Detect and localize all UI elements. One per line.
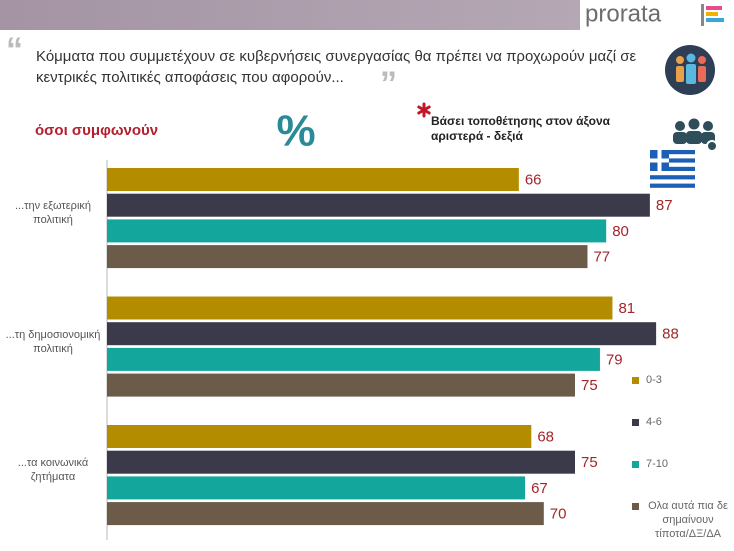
bar — [107, 193, 650, 217]
bar — [107, 425, 532, 448]
note: Βάσει τοποθέτησης στον άξονα αριστερά - … — [431, 114, 611, 143]
legend-label: 4-6 — [646, 416, 662, 428]
value-label: 70 — [550, 506, 567, 523]
logo-bars — [701, 4, 724, 26]
value-label: 66 — [525, 171, 542, 188]
legend-swatch — [632, 419, 639, 426]
logo-text: prorata — [585, 0, 662, 27]
legend-swatch — [632, 377, 639, 384]
bar — [107, 322, 657, 346]
value-label: 67 — [531, 480, 548, 497]
percent-symbol: % — [276, 107, 315, 156]
value-label: 81 — [618, 300, 635, 317]
quote-close: ” — [380, 65, 397, 103]
bar — [107, 476, 526, 500]
bar — [107, 347, 600, 371]
value-label: 88 — [662, 326, 679, 343]
category-label: ...την εξωτερική πολιτική — [14, 200, 92, 227]
legend-label: 0-3 — [646, 374, 662, 386]
people-icon — [665, 45, 715, 95]
asterisk — [417, 102, 431, 118]
bar — [107, 502, 544, 526]
category-label: ...τη δημοσιονομική πολιτική — [5, 328, 101, 355]
value-label: 87 — [656, 197, 673, 214]
bar — [107, 168, 519, 191]
greek-flag — [650, 150, 695, 188]
group-icon — [673, 118, 718, 152]
bar — [107, 219, 607, 243]
category-label: ...τα κοινωνικά ζητήματα — [17, 457, 89, 484]
value-label: 79 — [606, 351, 623, 368]
legend-swatch — [632, 461, 639, 468]
value-label: 77 — [593, 249, 610, 266]
bar — [107, 245, 588, 269]
bar — [107, 373, 575, 397]
value-label: 68 — [537, 428, 554, 445]
value-label: 80 — [612, 223, 629, 240]
subtitle: όσοι συμφωνούν — [35, 122, 158, 139]
value-label: 75 — [581, 377, 598, 394]
quote-open: “ — [6, 31, 23, 69]
bar — [107, 296, 613, 320]
legend-label: Ολα αυτά πια δε σημαίνουν τίποτα/ΔΞ/ΔΑ — [648, 500, 728, 540]
chart-title: Κόμματα που συμμετέχουν σε κυβερνήσεις σ… — [36, 48, 637, 86]
value-label: 75 — [581, 454, 598, 471]
bar — [107, 450, 575, 474]
legend-label: 7-10 — [646, 458, 669, 470]
legend-swatch — [632, 503, 639, 510]
